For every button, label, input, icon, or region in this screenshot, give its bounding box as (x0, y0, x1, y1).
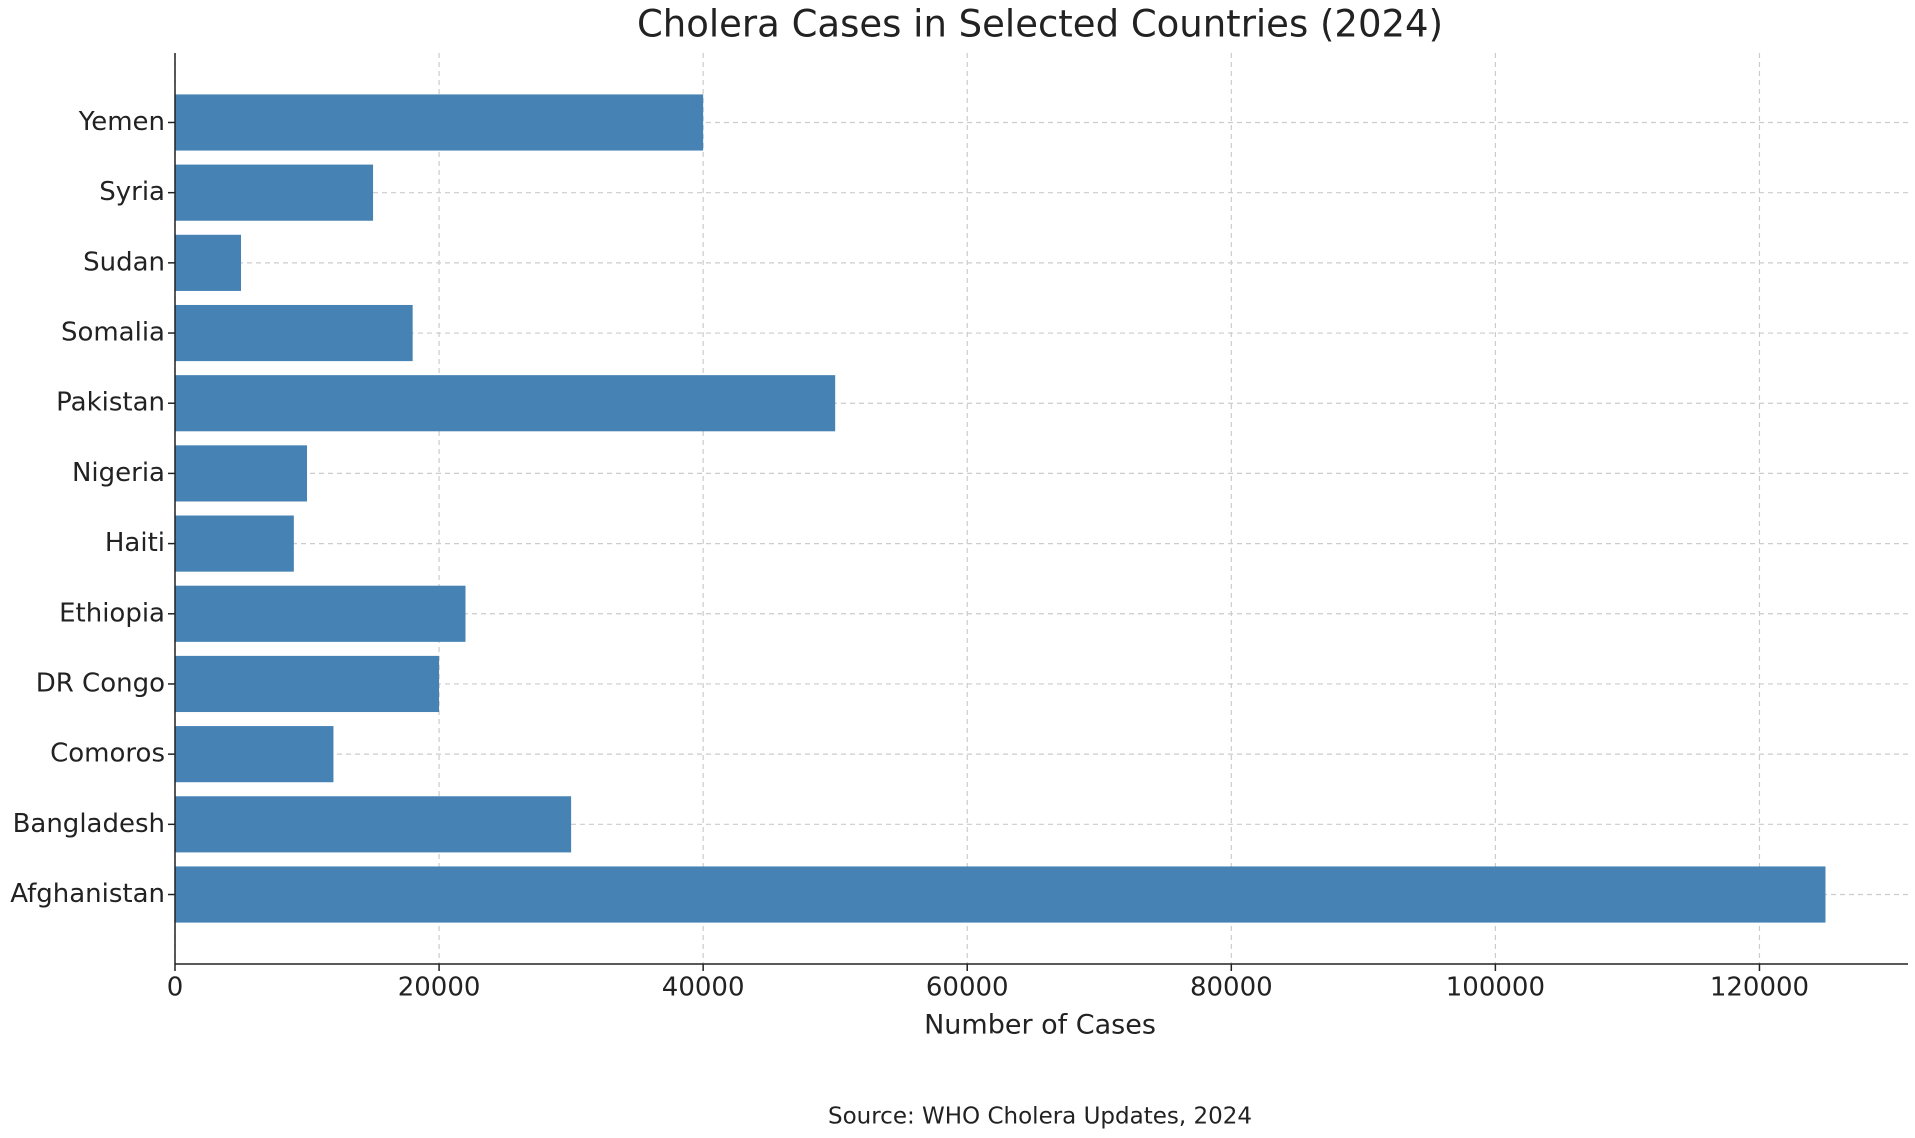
bar (175, 515, 294, 572)
bar (175, 94, 704, 151)
bar (175, 585, 466, 642)
y-tick-label: Somalia (61, 318, 165, 348)
bar (175, 866, 1826, 923)
bar (175, 375, 836, 432)
y-tick-label: Sudan (83, 247, 165, 277)
x-tick-label: 80000 (1190, 973, 1273, 1003)
y-tick-label: Haiti (105, 528, 165, 558)
y-tick-label: Pakistan (56, 388, 165, 418)
y-tick-label: Bangladesh (13, 809, 165, 839)
bar (175, 234, 242, 291)
y-tick-label: Afghanistan (10, 879, 165, 909)
y-tick-label: Nigeria (72, 458, 165, 488)
bar (175, 655, 440, 713)
y-tick-label: Yemen (78, 107, 165, 137)
bar (175, 304, 413, 362)
source-note: Source: WHO Cholera Updates, 2024 (828, 1104, 1252, 1130)
x-tick-label: 40000 (662, 973, 745, 1003)
x-axis-label: Number of Cases (924, 1010, 1156, 1041)
x-tick-label: 120000 (1710, 973, 1809, 1003)
bar (175, 164, 374, 221)
bar (175, 445, 308, 502)
x-tick-label: 60000 (926, 973, 1009, 1003)
bar (175, 726, 334, 783)
x-tick-label: 20000 (398, 973, 481, 1003)
y-tick-label: Syria (99, 177, 165, 207)
chart-title: Cholera Cases in Selected Countries (202… (637, 3, 1443, 46)
x-tick-label: 100000 (1446, 973, 1545, 1003)
y-tick-label: DR Congo (36, 668, 165, 698)
bar (175, 796, 572, 853)
y-tick-label: Comoros (50, 739, 165, 769)
y-tick-label: Ethiopia (59, 598, 165, 628)
x-tick-label: 0 (167, 973, 184, 1003)
